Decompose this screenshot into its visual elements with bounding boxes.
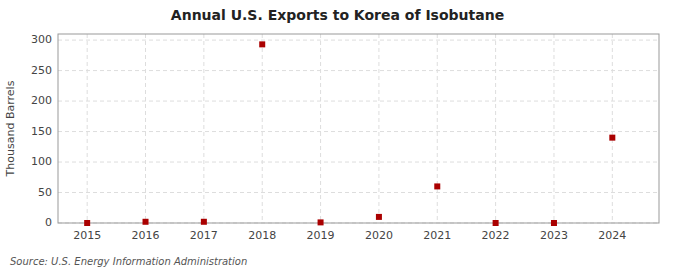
title: Annual U.S. Exports to Korea of Isobutan… [171, 7, 504, 23]
point [143, 219, 149, 225]
grid-line-y [58, 40, 659, 41]
grid-line-x [262, 34, 263, 223]
point [259, 41, 265, 47]
grid-line-x [378, 34, 379, 223]
x-tick-label: 2015 [73, 229, 101, 242]
grid-line-x [87, 34, 88, 223]
x-tick-label: 2016 [132, 229, 160, 242]
grid-line-y [58, 101, 659, 102]
grid-line-x [495, 34, 496, 223]
x-tick-label: 2021 [423, 229, 451, 242]
x-tick-label: 2023 [540, 229, 568, 242]
source-note: Source: U.S. Energy Information Administ… [10, 256, 247, 267]
grid-line-y [58, 70, 659, 71]
grid-line-x [437, 34, 438, 223]
points [84, 41, 615, 226]
x-tick-label: 2018 [248, 229, 276, 242]
grid-line-x [320, 34, 321, 223]
y-tick-label: 100 [31, 155, 52, 168]
chart-container: 0 50 100 150 200 250 300 2015 2016 2017 2018 2019 20… [0, 0, 675, 275]
y-tick-label: 150 [31, 125, 52, 138]
chart-svg: 0 50 100 150 200 250 300 2015 2016 2017 2018 2019 20… [0, 0, 675, 275]
grid-line-x [203, 34, 204, 223]
y-tick-label: 200 [31, 94, 52, 107]
point [609, 135, 615, 141]
tick-labels: 0 50 100 150 200 250 300 2015 2016 2017 2018 2019 20… [31, 33, 626, 242]
grid-line-y [58, 162, 659, 163]
x-tick-label: 2024 [598, 229, 626, 242]
point [201, 219, 207, 225]
x-tick-label: 2017 [190, 229, 218, 242]
plot-frame [58, 34, 659, 223]
y-tick-label: 0 [45, 216, 52, 229]
point [376, 214, 382, 220]
x-tick-label: 2022 [482, 229, 510, 242]
point [493, 220, 499, 226]
x-tick-label: 2020 [365, 229, 393, 242]
point [551, 220, 557, 226]
grid-line-x [612, 34, 613, 223]
grid [58, 34, 659, 223]
x-tick-label: 2019 [307, 229, 335, 242]
y-tick-label: 250 [31, 64, 52, 77]
y-tick-label: 300 [31, 33, 52, 46]
point [84, 220, 90, 226]
y-tick-label: 50 [38, 186, 52, 199]
y-axis-label: Thousand Barrels [4, 80, 17, 177]
point [434, 183, 440, 189]
grid-line-x [553, 34, 554, 223]
grid-line-x [145, 34, 146, 223]
point [318, 219, 324, 225]
grid-line-y [58, 131, 659, 132]
grid-line-y [58, 192, 659, 193]
